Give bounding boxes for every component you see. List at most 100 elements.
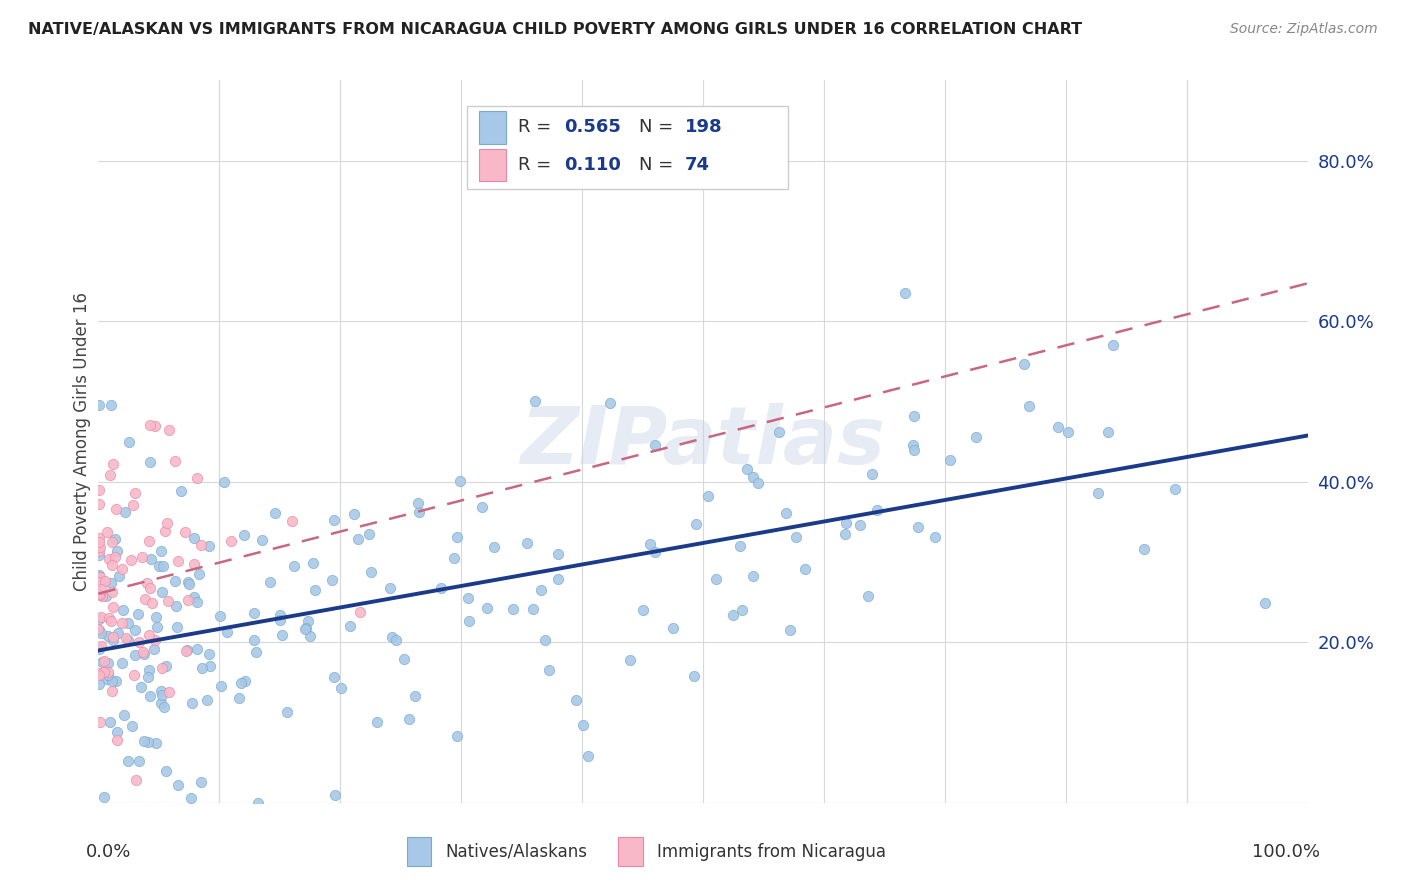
Point bbox=[215, 624, 238, 639]
Point bbox=[965, 430, 987, 444]
Point bbox=[339, 618, 361, 632]
Point bbox=[87, 497, 110, 511]
Point bbox=[198, 658, 221, 673]
Point bbox=[349, 605, 371, 619]
Point bbox=[264, 506, 287, 520]
Point bbox=[87, 586, 110, 600]
Point bbox=[111, 616, 134, 631]
Text: 100.0%: 100.0% bbox=[1251, 843, 1320, 861]
Point bbox=[901, 438, 924, 452]
Point bbox=[120, 553, 142, 567]
Point bbox=[131, 549, 153, 564]
Point bbox=[148, 558, 170, 573]
Point bbox=[101, 585, 124, 599]
Point bbox=[270, 628, 292, 642]
Point bbox=[89, 544, 111, 558]
Point bbox=[100, 558, 122, 573]
Point bbox=[228, 690, 250, 705]
Point bbox=[939, 452, 962, 467]
Point bbox=[269, 607, 291, 622]
Point bbox=[323, 513, 346, 527]
Point bbox=[631, 603, 654, 617]
Point bbox=[1087, 486, 1109, 500]
Point bbox=[183, 590, 205, 604]
Text: Natives/Alaskans: Natives/Alaskans bbox=[446, 843, 588, 861]
Point bbox=[96, 589, 118, 603]
Point bbox=[136, 670, 159, 684]
Point bbox=[457, 591, 479, 606]
Point bbox=[166, 619, 188, 633]
Point bbox=[682, 669, 704, 683]
Point bbox=[114, 506, 136, 520]
Y-axis label: Child Poverty Among Girls Under 16: Child Poverty Among Girls Under 16 bbox=[73, 292, 91, 591]
Point bbox=[139, 551, 162, 566]
Point bbox=[117, 632, 139, 647]
Point bbox=[87, 623, 110, 637]
Point bbox=[90, 582, 112, 596]
Point bbox=[87, 549, 110, 563]
Point bbox=[132, 645, 155, 659]
Point bbox=[174, 524, 197, 539]
Point bbox=[145, 736, 167, 750]
Point bbox=[104, 502, 127, 516]
Point bbox=[97, 629, 120, 643]
Text: 74: 74 bbox=[685, 156, 710, 174]
Point bbox=[152, 559, 174, 574]
Point bbox=[150, 696, 173, 710]
Point bbox=[177, 592, 200, 607]
Point bbox=[865, 503, 887, 517]
Point bbox=[775, 506, 797, 520]
Point bbox=[661, 621, 683, 635]
Text: R =: R = bbox=[517, 156, 557, 174]
Point bbox=[89, 588, 111, 602]
Point bbox=[155, 659, 177, 673]
Point bbox=[136, 576, 159, 591]
Point bbox=[599, 396, 621, 410]
Point bbox=[153, 524, 176, 538]
Point bbox=[103, 600, 125, 615]
Point bbox=[903, 442, 925, 457]
Point bbox=[779, 623, 801, 637]
Point bbox=[294, 622, 316, 636]
Point bbox=[150, 684, 173, 698]
Point bbox=[360, 565, 382, 579]
Point bbox=[89, 612, 111, 626]
Point bbox=[87, 568, 110, 582]
Point bbox=[482, 541, 505, 555]
Point bbox=[150, 544, 173, 558]
Point bbox=[186, 595, 208, 609]
Point bbox=[105, 673, 128, 688]
Point bbox=[281, 514, 304, 528]
Point bbox=[101, 683, 124, 698]
Point bbox=[730, 539, 752, 553]
Point bbox=[165, 599, 187, 613]
Point bbox=[741, 569, 763, 583]
Point bbox=[89, 540, 111, 554]
Point bbox=[170, 483, 193, 498]
Point bbox=[87, 641, 110, 656]
Point bbox=[93, 654, 115, 668]
Point bbox=[150, 689, 173, 703]
Point bbox=[430, 582, 453, 596]
Point bbox=[153, 700, 176, 714]
Point bbox=[183, 531, 205, 545]
Point bbox=[98, 468, 121, 483]
Point bbox=[721, 607, 744, 622]
Point bbox=[1133, 542, 1156, 557]
Point bbox=[121, 499, 143, 513]
Point bbox=[564, 693, 586, 707]
Point bbox=[107, 626, 129, 640]
Point bbox=[233, 674, 256, 689]
Point bbox=[522, 602, 544, 616]
Point bbox=[524, 394, 547, 409]
Point bbox=[381, 630, 404, 644]
Point bbox=[735, 462, 758, 476]
Point bbox=[186, 471, 208, 485]
Point bbox=[105, 725, 128, 739]
Point bbox=[183, 558, 205, 572]
Text: 198: 198 bbox=[685, 119, 723, 136]
Point bbox=[209, 609, 232, 624]
Point bbox=[134, 591, 156, 606]
Point bbox=[252, 533, 274, 547]
Point bbox=[834, 527, 856, 541]
